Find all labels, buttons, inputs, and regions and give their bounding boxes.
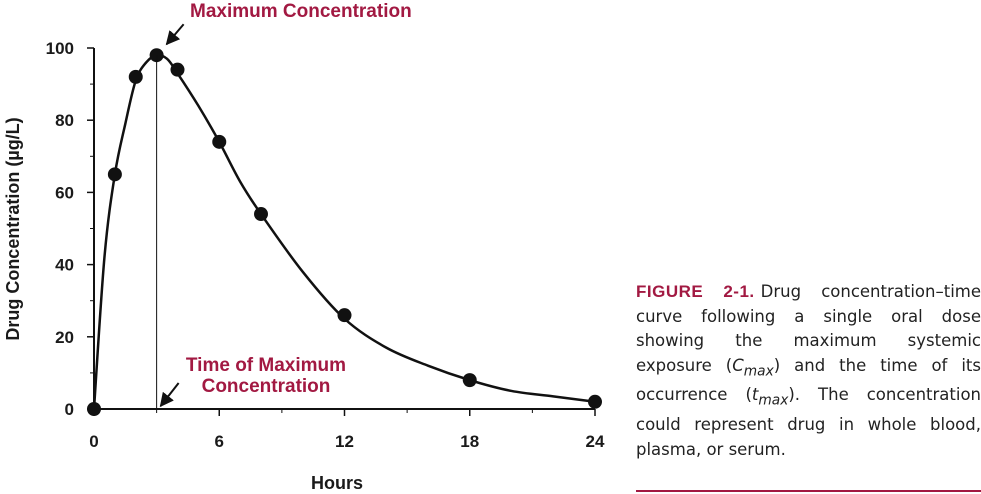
concentration-time-chart: 0 20 40 60 80 100 0 6 12 18 24 Maximum Concentrati…	[3, 1, 605, 493]
data-point	[170, 62, 185, 77]
data-point	[128, 69, 143, 84]
data-point	[337, 308, 352, 323]
y-axis-title: Drug Concentration (µg/L)	[3, 117, 23, 340]
y-tick-label-20: 20	[55, 328, 74, 347]
figure-label: FIGURE 2-1.	[636, 282, 755, 301]
concentration-curve	[92, 53, 596, 410]
y-tick-label-0: 0	[65, 400, 74, 419]
cmax-symbol: Cmax	[732, 355, 774, 379]
y-tick-label-40: 40	[55, 256, 74, 275]
annotations: Maximum Concentration Time of MaximumConc…	[156, 1, 412, 409]
y-tick-label-100: 100	[46, 39, 74, 58]
tmax-symbol: tmax	[751, 385, 789, 409]
data-point	[107, 167, 122, 182]
tmax-label-line1: Time of Maximum	[186, 355, 346, 376]
x-tick-label-18: 18	[460, 432, 479, 451]
tmax-label-line2: Concentration	[202, 376, 331, 397]
caption-rule	[636, 490, 981, 492]
data-point	[462, 373, 477, 388]
data-point	[254, 207, 268, 222]
caption-text-1: Drug concentration–time curve following …	[636, 282, 981, 375]
y-tick-label-80: 80	[55, 111, 74, 130]
data-point	[588, 394, 602, 409]
cmax-label: Maximum Concentration	[190, 1, 412, 22]
x-tick-label-24: 24	[586, 432, 605, 451]
cmax-arrow	[165, 23, 185, 46]
axis-ticks: 0 20 40 60 80 100 0 6 12 18 24	[46, 39, 605, 451]
data-points	[87, 48, 602, 416]
x-tick-label-6: 6	[215, 432, 224, 451]
caption-text-2: ) and the time of its occurrence (	[636, 355, 981, 405]
x-tick-label-0: 0	[89, 432, 98, 451]
figure-caption: FIGURE 2-1. Drug concentration–time curve…	[636, 280, 981, 462]
caption-text-3: ). The concentration could represent dru…	[636, 385, 981, 459]
data-point	[87, 402, 101, 416]
tmax-arrow	[159, 382, 180, 408]
x-tick-label-12: 12	[335, 432, 354, 451]
x-axis-title: Hours	[311, 473, 363, 493]
data-point	[212, 134, 227, 149]
y-tick-label-60: 60	[55, 183, 74, 202]
curve-layer	[92, 53, 596, 410]
